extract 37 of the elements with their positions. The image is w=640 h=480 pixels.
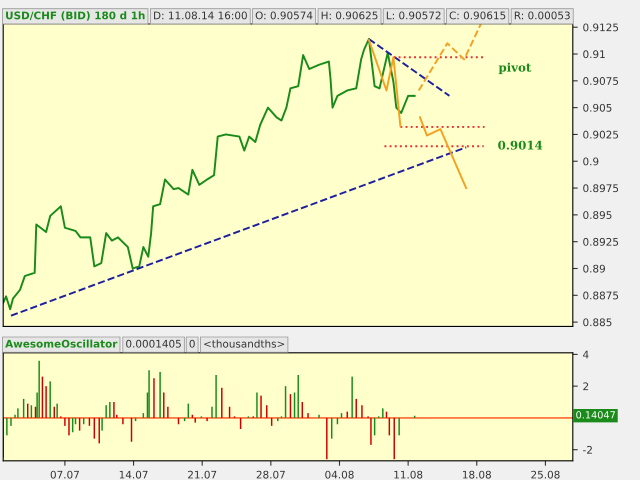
y-tick-label: 0.895: [583, 211, 612, 219]
y-tick-label: 0.905: [583, 104, 612, 112]
x-tick-label: 14.07: [120, 470, 148, 479]
y-tick-label: 0.89: [583, 264, 605, 273]
annotation: 0.9014: [498, 140, 542, 150]
y-tick-label: 0.8925: [583, 238, 618, 246]
x-tick-label: 11.08: [394, 470, 422, 479]
text: <thousandths>: [204, 340, 284, 348]
y-tick-label: 0.9: [583, 157, 598, 166]
text: L: 0.90572: [386, 11, 440, 20]
y-tick-label: 0.9075: [583, 77, 618, 85]
chart-title: USD/CHF (BID) 180 d 1h: [6, 11, 145, 21]
text: 0: [190, 340, 195, 348]
y-tick-label: 2: [583, 382, 588, 390]
y-tick-label: 4: [583, 350, 589, 358]
text: D: 11.08.14 16:00: [154, 11, 247, 20]
x-tick-label: 07.07: [50, 470, 79, 479]
text: H: 0.90625: [322, 11, 378, 20]
x-tick-label: 18.08: [463, 470, 491, 479]
annotation: pivot: [498, 62, 532, 74]
x-tick-label: 04.08: [325, 470, 354, 479]
x-tick-label: 21.07: [188, 470, 216, 479]
y-tick-label: 0.885: [583, 318, 612, 326]
text: O: 0.90574: [256, 11, 312, 20]
x-tick-label: 28.07: [256, 470, 285, 479]
y-tick-label: 0.91: [583, 50, 605, 58]
y-tick-label: 0.9025: [583, 130, 618, 139]
y-tick-label: 0.8975: [583, 184, 618, 192]
text: C: 0.90615: [450, 11, 506, 20]
y-tick-label: 0.9125: [583, 23, 618, 32]
chart-title: AwesomeOscillator: [5, 340, 118, 348]
y-tick-label: 0.8875: [583, 292, 618, 300]
text: R: 0.00053: [514, 11, 570, 20]
text: 0.0001405: [126, 340, 181, 348]
x-tick-label: 25.08: [531, 470, 560, 479]
y-tick-label: -2: [583, 446, 592, 454]
text: 0.14047: [576, 411, 615, 419]
